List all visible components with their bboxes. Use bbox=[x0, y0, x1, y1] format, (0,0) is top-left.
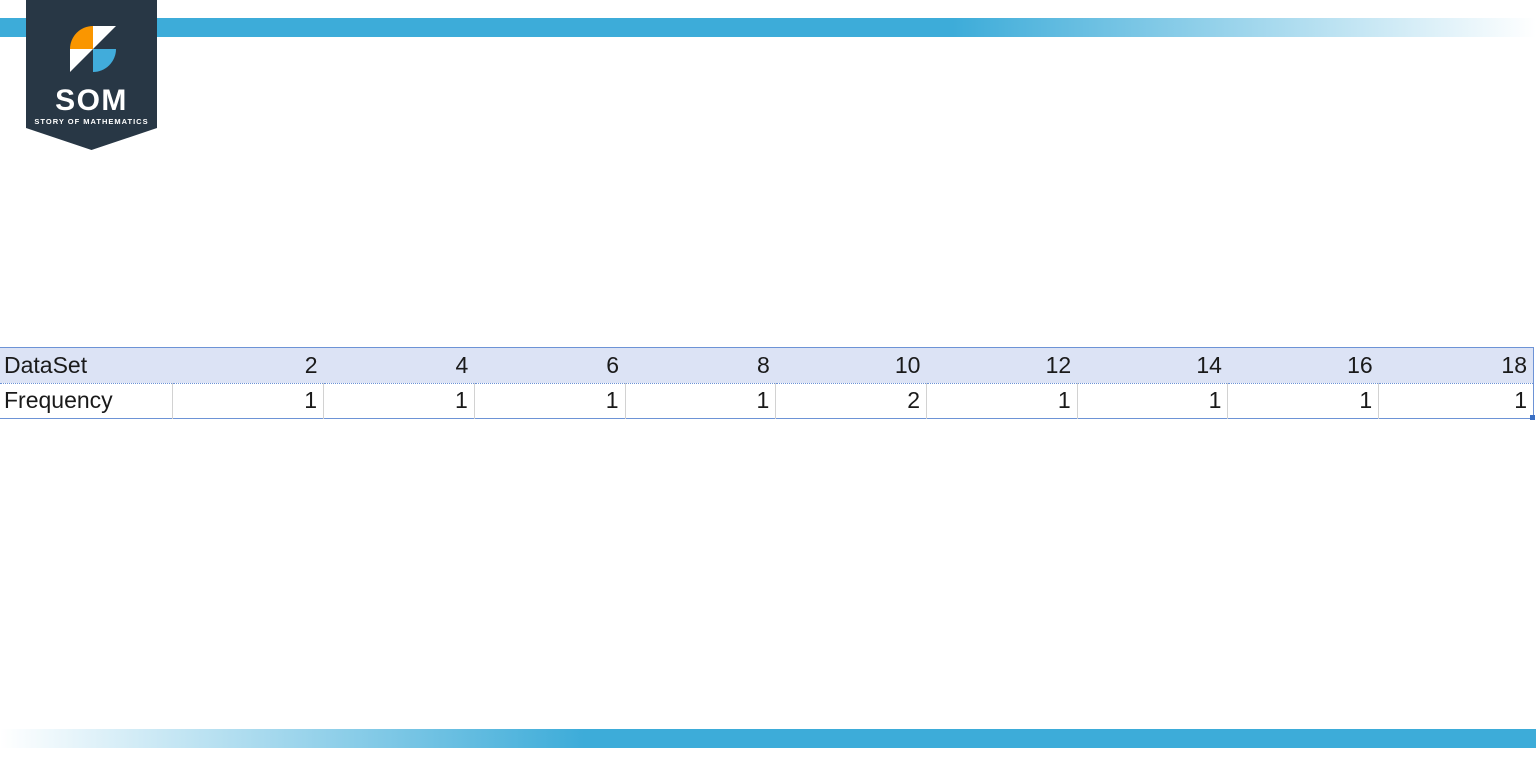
svg-text:STORY OF MATHEMATICS: STORY OF MATHEMATICS bbox=[34, 117, 148, 126]
svg-text:SOM: SOM bbox=[55, 84, 128, 117]
